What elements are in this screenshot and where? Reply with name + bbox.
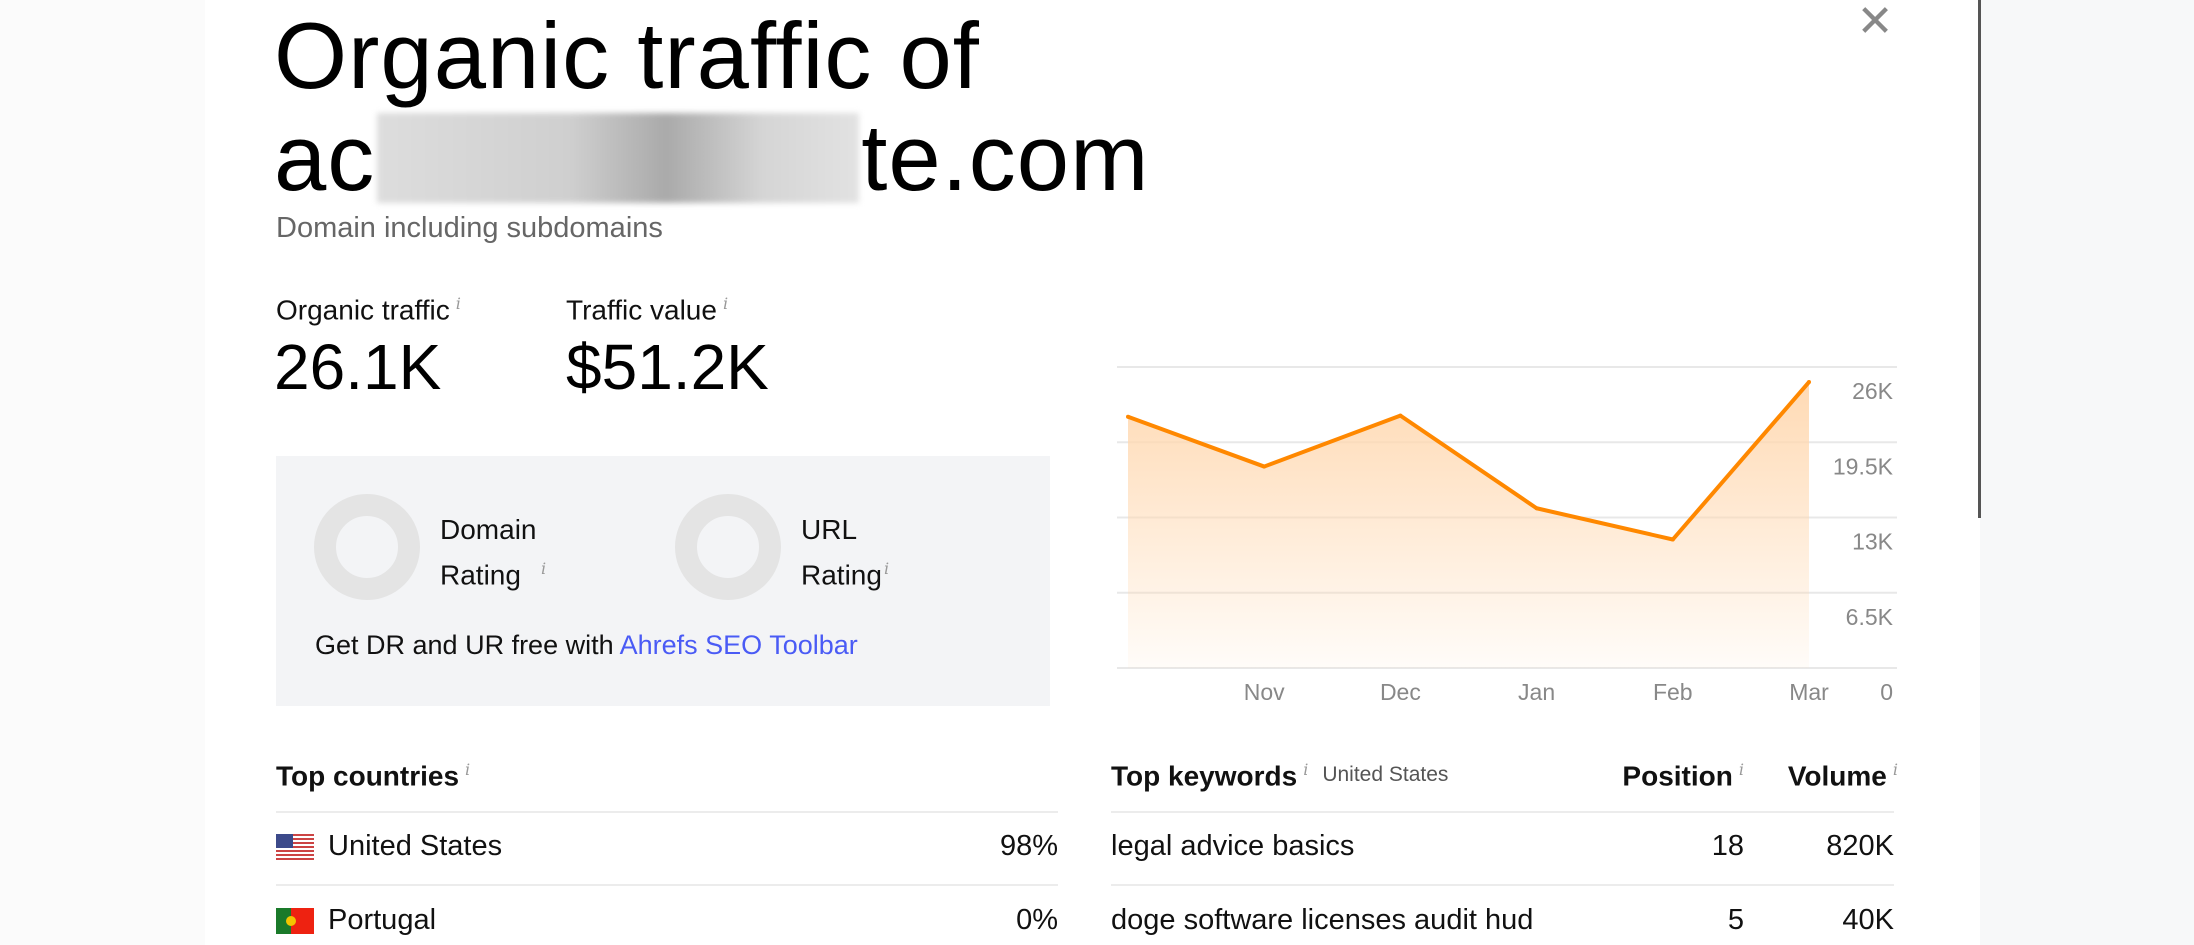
volume-column-header[interactable]: Volume i: [1788, 760, 1898, 792]
x-tick-label: Mar: [1789, 679, 1829, 705]
data-point: [1670, 537, 1675, 542]
position-column-header[interactable]: Position i: [1622, 760, 1744, 792]
y-tick-label: 13K: [1852, 529, 1894, 555]
top-countries-header: Top countries i: [276, 760, 470, 792]
x-tick-label: Feb: [1653, 679, 1693, 705]
divider: [276, 811, 1058, 813]
scrollbar[interactable]: [1978, 0, 1981, 518]
page-background: [0, 0, 205, 945]
table-row: Portugal 0%: [276, 904, 1058, 944]
table-row: United States 98%: [276, 830, 1058, 870]
info-icon[interactable]: i: [1738, 760, 1744, 779]
traffic-value-label: Traffic value i: [566, 294, 728, 326]
portugal-flag-icon: [276, 908, 314, 934]
label-line: Rating: [440, 559, 521, 591]
divider: [276, 884, 1058, 886]
country-name: Portugal: [328, 904, 437, 936]
blurred-domain: [377, 113, 860, 203]
label-text: Traffic value: [566, 294, 717, 326]
header-text: Position: [1622, 760, 1733, 792]
data-point: [1126, 414, 1130, 419]
ahrefs-toolbar-link[interactable]: Ahrefs SEO Toolbar: [619, 630, 858, 660]
organic-traffic-label: Organic traffic i: [276, 294, 461, 326]
top-keywords-header: Top keywords i United States: [1111, 760, 1448, 792]
keyword-volume: 40K: [1842, 904, 1894, 936]
dialog-title: Organic traffic of: [274, 3, 980, 108]
data-point: [1534, 506, 1539, 511]
header-text: Top countries: [276, 760, 460, 792]
country-name: United States: [328, 830, 503, 862]
info-icon[interactable]: i: [540, 559, 547, 578]
divider: [1111, 884, 1894, 886]
x-tick-label: Nov: [1244, 679, 1285, 705]
country-share: 0%: [1016, 904, 1058, 936]
label-line: Domain: [440, 514, 537, 545]
info-icon[interactable]: i: [1892, 760, 1898, 779]
keyword[interactable]: legal advice basics: [1111, 830, 1355, 862]
close-icon[interactable]: ✕: [1856, 0, 1894, 46]
y-tick-label: 6.5K: [1846, 604, 1894, 630]
info-icon[interactable]: i: [883, 559, 890, 578]
promo-text: Get DR and UR free with: [315, 630, 620, 660]
keyword[interactable]: doge software licenses audit hud: [1111, 904, 1534, 936]
keyword-country: United States: [1322, 763, 1449, 787]
url-rating-label: URL Rating i: [801, 510, 889, 594]
domain-rating-label: Domain Rating i: [440, 510, 546, 594]
dialog-subtitle: Domain including subdomains: [276, 212, 663, 244]
info-icon[interactable]: i: [465, 760, 471, 779]
organic-traffic-value: 26.1K: [274, 331, 442, 403]
x-tick-label: Jan: [1518, 679, 1555, 705]
info-icon[interactable]: i: [1303, 760, 1309, 779]
y-tick-label: 0: [1880, 679, 1893, 705]
traffic-area: [1128, 382, 1809, 668]
keyword-volume: 820K: [1826, 830, 1894, 862]
keyword-position: 18: [1711, 830, 1744, 862]
y-tick-label: 19.5K: [1833, 453, 1894, 479]
info-icon[interactable]: i: [455, 294, 461, 313]
traffic-line: [1127, 380, 1811, 542]
table-row: doge software licenses audit hud 5 40K: [1111, 904, 1894, 944]
y-tick-label: 26K: [1852, 378, 1894, 404]
table-row: legal advice basics 18 820K: [1111, 830, 1894, 870]
domain-suffix: te.com: [861, 105, 1150, 210]
info-icon[interactable]: i: [722, 294, 729, 313]
x-tick-label: Dec: [1380, 679, 1421, 705]
label-text: Organic traffic: [276, 294, 450, 326]
country-share: 98%: [999, 830, 1058, 862]
dialog-title-domain: ac te.com: [274, 108, 1149, 208]
label-line: Rating: [801, 559, 882, 591]
header-text: Top keywords: [1111, 760, 1298, 792]
divider: [1111, 811, 1894, 813]
label-line: URL: [801, 514, 858, 545]
url-rating-ring: [675, 494, 781, 600]
domain-rating-ring: [314, 494, 420, 600]
data-point: [1398, 413, 1403, 418]
keyword-position: 5: [1727, 904, 1744, 936]
header-text: Volume: [1787, 760, 1887, 792]
data-point: [1807, 380, 1811, 385]
traffic-chart: 0 6.5K 13K 19.5K 26K Nov Dec Jan Feb Mar: [1117, 366, 1897, 705]
toolbar-promo: Get DR and UR free with Ahrefs SEO Toolb…: [315, 630, 858, 661]
data-point: [1262, 464, 1267, 469]
us-flag-icon: [276, 834, 314, 860]
domain-prefix: ac: [274, 105, 376, 210]
traffic-value-value: $51.2K: [566, 331, 769, 403]
